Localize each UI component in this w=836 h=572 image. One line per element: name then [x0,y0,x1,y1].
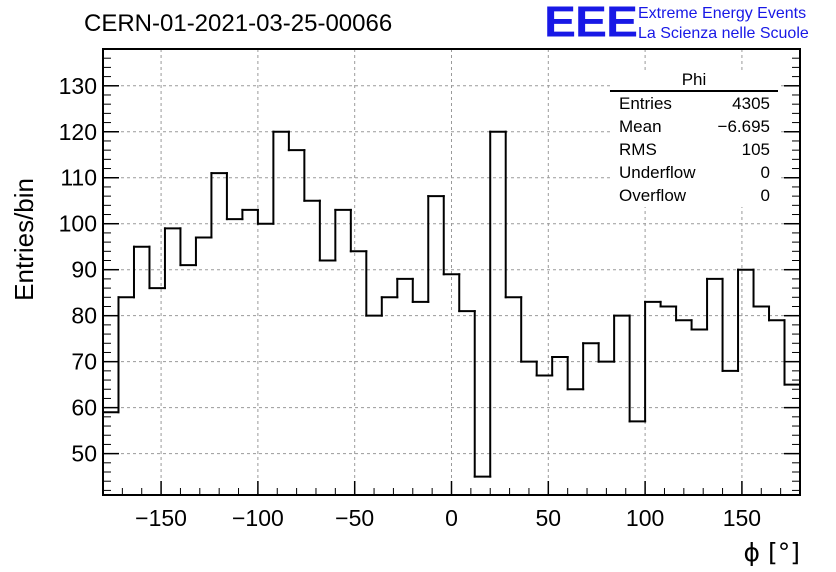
logo-tagline-2: La Scienza nelle Scuole [638,25,809,42]
x-axis-label: ϕ [°] [744,538,800,567]
y-tick-label: 120 [59,119,97,145]
x-tick-label: 0 [445,505,458,531]
stats-label: Underflow [619,163,696,182]
run-title: CERN-01-2021-03-25-00066 [84,10,393,37]
stats-value: −6.695 [717,117,770,136]
x-tick-label: −150 [135,505,187,531]
stats-label: RMS [619,140,657,159]
stats-row-overflow: Overflow 0 [610,184,778,207]
eee-logo: EEE [544,0,638,47]
axis-ticks [102,48,801,495]
stats-label: Overflow [619,186,687,205]
logo-tagline-1: Extreme Energy Events [638,5,807,22]
y-tick-label: 130 [59,73,97,99]
stats-box: Phi Entries 4305 Mean −6.695 RMS 105 Und… [610,70,778,207]
x-tick-label: −100 [232,505,284,531]
stats-title: Phi [610,70,778,92]
y-tick-label: 110 [60,165,97,191]
stats-row-rms: RMS 105 [610,138,778,161]
y-axis-label: Entries/bin [9,178,39,301]
stats-row-underflow: Underflow 0 [610,161,778,184]
stats-row-mean: Mean −6.695 [610,115,778,138]
stats-label: Entries [619,94,672,113]
x-tick-label: −50 [335,505,374,531]
grid-layer [103,49,800,495]
stats-label: Mean [619,117,662,136]
y-tick-label: 50 [71,441,97,467]
stats-value: 0 [760,163,770,182]
x-tick-label: 50 [536,505,562,531]
tick-labels: −150 −100 −50 0 50 100 150 50 60 70 80 90 100 110 120 1… [59,73,761,531]
y-tick-label: 60 [71,395,97,421]
y-tick-label: 80 [71,303,97,329]
stats-value: 105 [741,140,770,159]
stats-row-entries: Entries 4305 [610,92,778,115]
stats-value: 0 [760,186,770,205]
stats-value: 4305 [732,94,770,113]
x-tick-label: 150 [723,505,761,531]
x-tick-label: 100 [626,505,664,531]
y-tick-label: 70 [71,349,97,375]
y-tick-label: 100 [59,211,97,237]
histogram-bars [102,130,801,478]
y-tick-label: 90 [71,257,97,283]
